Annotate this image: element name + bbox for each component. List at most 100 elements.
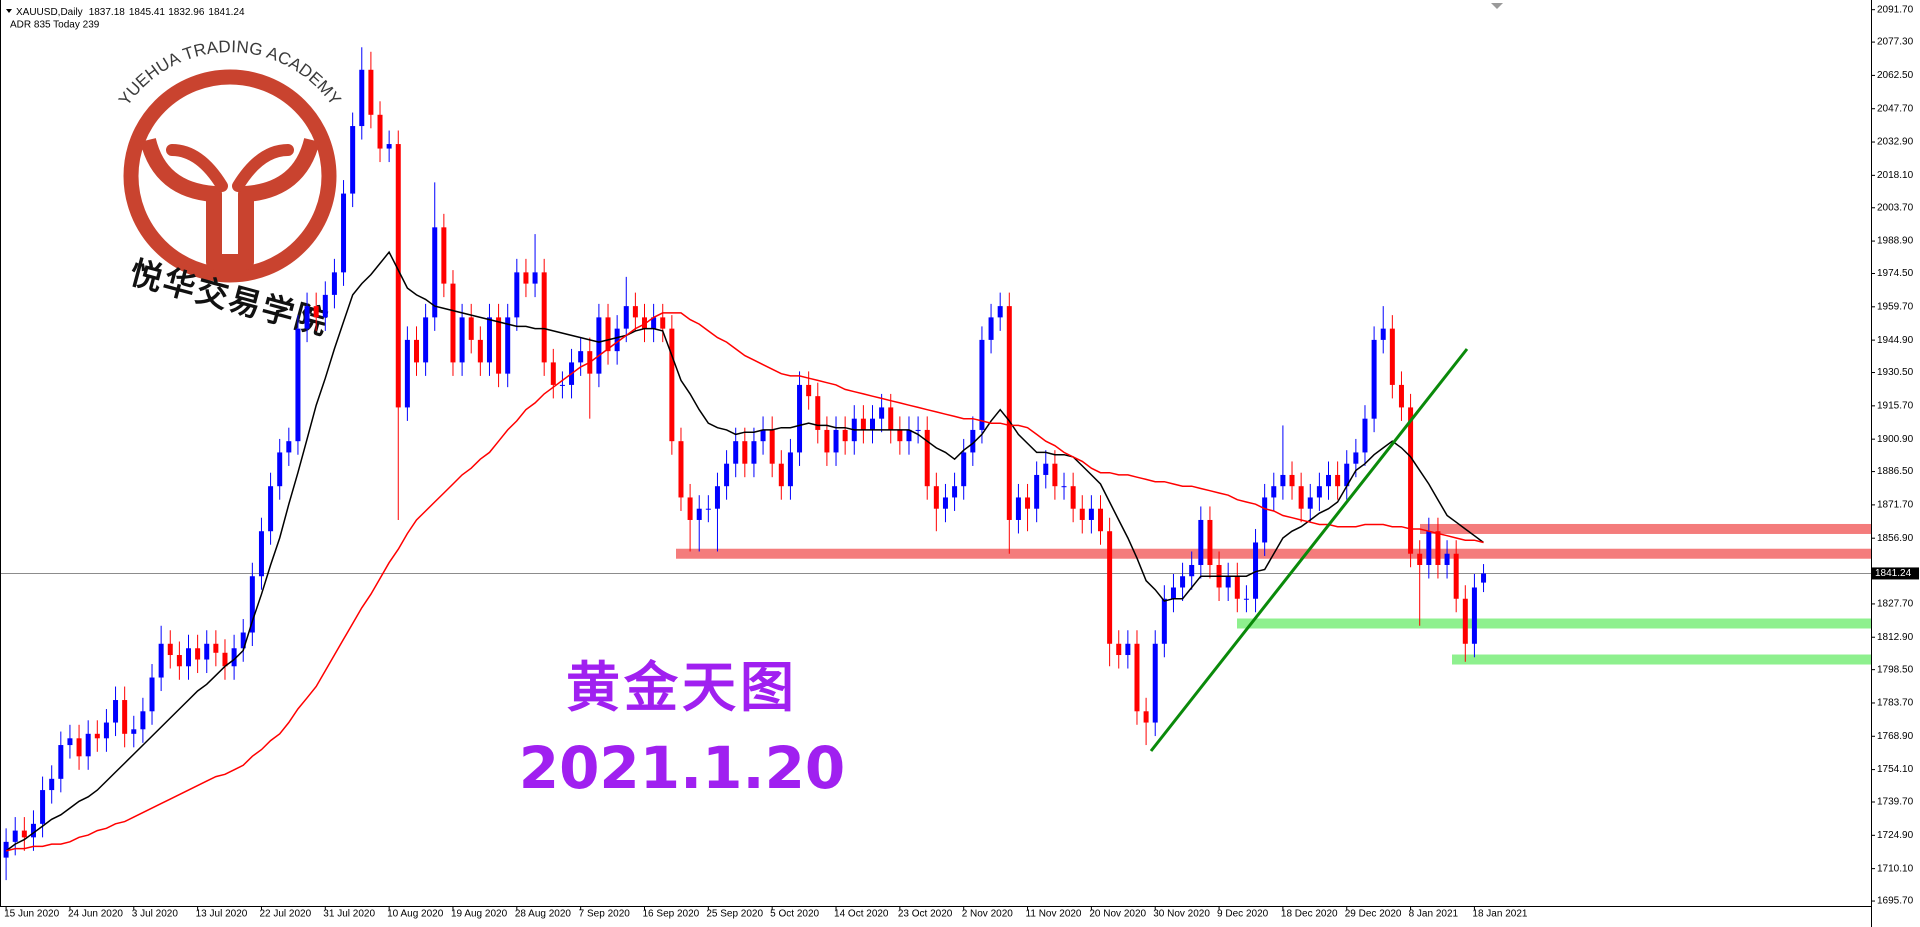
x-tick-label: 29 Dec 2020 (1345, 909, 1402, 920)
candle-body (1107, 531, 1113, 644)
candle-body (733, 441, 739, 464)
candle-body (186, 648, 191, 667)
candle-body (632, 306, 638, 318)
header-open: 1837.18 (89, 7, 126, 18)
watermark-logo: YUEHUA TRADING ACADEMY 悦华交易学院 (115, 37, 344, 342)
candle-body (897, 429, 903, 442)
candle-body (1116, 643, 1122, 656)
candle-body (386, 144, 392, 149)
annotation-title: 黄金天图 (566, 655, 798, 719)
candle-body (213, 643, 219, 653)
candle-body (441, 227, 447, 284)
y-tick-label: 1856.90 (1877, 533, 1914, 544)
price-zone (1420, 523, 1871, 534)
candle-body (432, 227, 438, 318)
candle-body (1344, 463, 1350, 487)
candle-body (1362, 418, 1368, 453)
candle-body (760, 429, 766, 442)
candle-body (1061, 486, 1067, 488)
menu-arrow[interactable] (6, 9, 12, 13)
candle-body (1006, 306, 1012, 520)
y-tick-label: 1886.50 (1877, 466, 1914, 477)
candle-body (623, 306, 629, 329)
shift-marker[interactable] (1491, 3, 1503, 9)
candle-body (240, 632, 246, 649)
y-tick-label: 1768.90 (1877, 731, 1914, 742)
annotation-date: 2021.1.20 (519, 734, 846, 802)
price-label: 1841.24 (1875, 568, 1912, 579)
candle-body (113, 700, 119, 723)
candle-body (660, 317, 666, 329)
candle-body (322, 294, 328, 318)
candle-body (1098, 508, 1103, 532)
candle-body (1198, 519, 1204, 565)
candle-body (423, 317, 429, 363)
candle-body (605, 317, 611, 352)
header-high: 1845.41 (129, 7, 166, 18)
candle-body (1225, 576, 1231, 588)
candle-body (1353, 452, 1359, 464)
candle-body (596, 317, 602, 374)
x-tick-label: 15 Jun 2020 (4, 909, 59, 920)
candle-body (1253, 542, 1259, 599)
x-tick-label: 7 Sep 2020 (579, 909, 631, 920)
candle-body (724, 463, 730, 487)
candle-body (742, 441, 748, 464)
candle-body (1143, 711, 1149, 723)
candle-body (1034, 474, 1040, 509)
y-tick-label: 2018.10 (1877, 170, 1914, 181)
candle-body (1079, 508, 1085, 520)
candle-body (149, 677, 155, 712)
y-tick-label: 1900.90 (1877, 434, 1914, 445)
symbol: XAUUSD,Daily (16, 7, 83, 18)
candle-body (1234, 576, 1240, 599)
x-tick-label: 28 Aug 2020 (515, 909, 572, 920)
candle-body (1426, 531, 1432, 565)
x-tick-label: 20 Nov 2020 (1089, 909, 1146, 920)
candle-body (906, 429, 912, 442)
moving-average (5, 250, 1484, 852)
candle-body (1471, 587, 1477, 644)
logo-emblem (140, 137, 320, 270)
x-tick-label: 18 Jan 2021 (1472, 909, 1527, 920)
candle-body (304, 306, 310, 329)
candle-body (3, 841, 9, 858)
y-tick-label: 1871.70 (1877, 500, 1914, 511)
candle-body (1298, 486, 1304, 509)
y-tick-label: 1988.90 (1877, 236, 1914, 247)
y-tick-label: 1827.70 (1877, 599, 1914, 610)
candle-body (94, 733, 100, 739)
candle-body (1289, 474, 1295, 487)
x-tick-label: 23 Oct 2020 (898, 909, 953, 920)
x-tick-label: 14 Oct 2020 (834, 909, 889, 920)
candle-body (1335, 474, 1341, 487)
candle-body (642, 317, 647, 329)
x-tick-label: 16 Sep 2020 (643, 909, 700, 920)
candle-body (1307, 497, 1313, 509)
candle-body (395, 144, 401, 408)
candle-body (1207, 519, 1213, 565)
candle-body (1189, 564, 1195, 577)
candle-body (979, 339, 985, 430)
candle-body (888, 407, 894, 430)
candle-body (970, 429, 976, 453)
candle-body (614, 328, 620, 352)
candle-body (1052, 463, 1058, 487)
candle-body (1125, 643, 1131, 656)
x-tick-label: 9 Dec 2020 (1217, 909, 1269, 920)
candle-body (1243, 598, 1249, 600)
price-zone (1237, 618, 1871, 629)
header-low: 1832.96 (168, 7, 205, 18)
x-tick-label: 10 Aug 2020 (387, 909, 444, 920)
candle-body (1015, 497, 1021, 520)
candle-body (505, 317, 511, 374)
indicator-text: ADR 835 Today 239 (10, 20, 100, 31)
candle-body (131, 729, 137, 734)
candle-body (21, 830, 27, 838)
candle-body (1271, 486, 1277, 498)
plot (0, 47, 1871, 881)
candle-body (140, 711, 146, 730)
y-tick-label: 1695.70 (1877, 896, 1914, 907)
candle-body (1316, 486, 1322, 498)
